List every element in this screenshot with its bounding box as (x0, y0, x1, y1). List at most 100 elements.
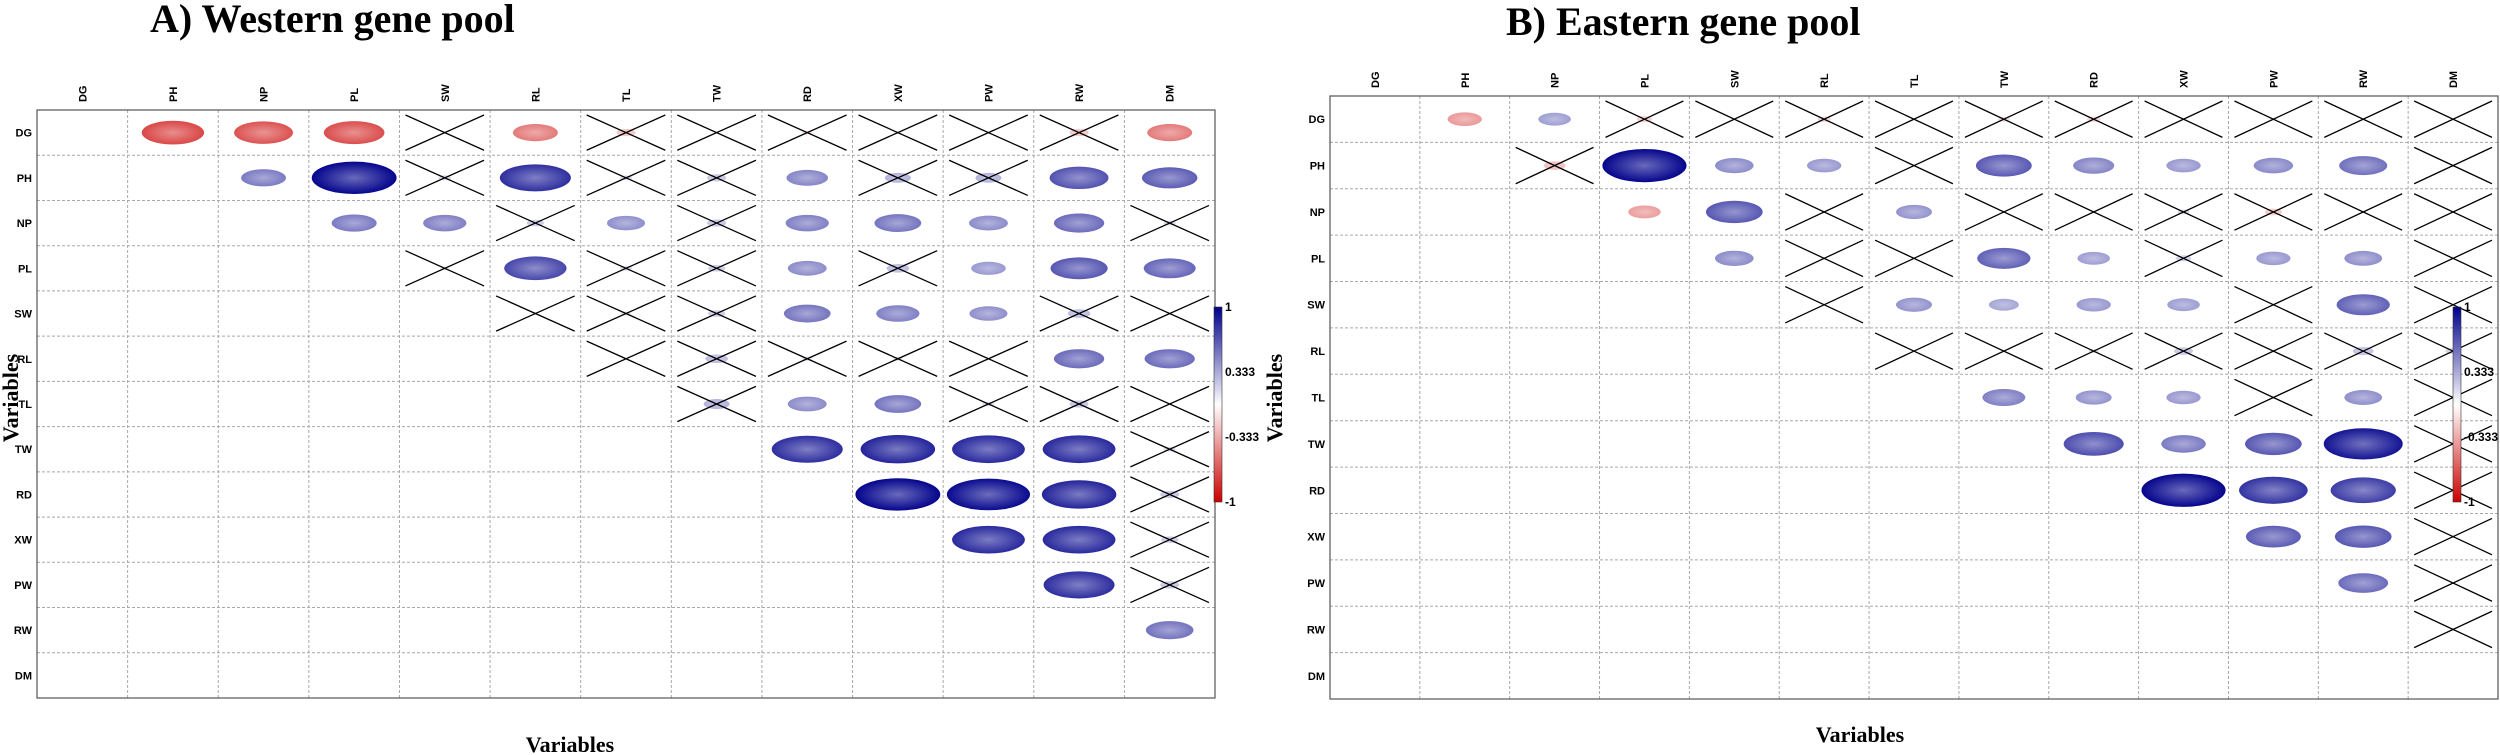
nonsignificant-cross (1130, 295, 1210, 332)
correlation-ellipse (2075, 390, 2112, 405)
nonsignificant-cross (2144, 193, 2223, 231)
correlation-ellipse (1053, 213, 1105, 233)
correlation-ellipse (2253, 157, 2294, 174)
row-label: PH (17, 173, 32, 185)
nonsignificant-cross (1130, 385, 1210, 423)
nonsignificant-cross (586, 159, 666, 197)
correlation-ellipse (2077, 251, 2111, 265)
column-label: PW (983, 84, 995, 102)
correlation-ellipse (1043, 571, 1115, 599)
column-label: PL (349, 88, 361, 102)
nonsignificant-cross (1784, 285, 1864, 324)
column-label: RD (2089, 72, 2101, 88)
nonsignificant-cross (677, 385, 757, 423)
row-label: DG (16, 128, 33, 140)
nonsignificant-cross (858, 114, 938, 151)
colorbar-tick-label: -0.333 (1225, 430, 1259, 444)
nonsignificant-cross (405, 250, 485, 287)
correlation-ellipse (785, 214, 829, 232)
nonsignificant-cross (495, 295, 575, 332)
panel-a-title: A) Western gene pool (150, 0, 515, 41)
column-label: PW (2268, 70, 2280, 88)
correlation-ellipse (2076, 297, 2111, 312)
colorbar-tick-label: -1 (2464, 495, 2475, 509)
nonsignificant-cross (1039, 385, 1119, 423)
correlation-ellipse (968, 215, 1008, 231)
nonsignificant-cross (1874, 146, 1954, 185)
row-label: NP (1310, 207, 1325, 219)
correlation-ellipse (1982, 389, 2026, 406)
column-label: PH (1460, 73, 1472, 88)
correlation-ellipse (1714, 250, 1754, 266)
column-label: DG (77, 86, 89, 103)
nonsignificant-cross (2324, 193, 2403, 231)
correlation-ellipse (2245, 525, 2301, 548)
y-axis-title: Variables (0, 353, 23, 442)
correlation-ellipse (860, 435, 936, 464)
nonsignificant-cross (2413, 239, 2493, 278)
row-label: DM (15, 670, 32, 682)
nonsignificant-cross (1784, 239, 1864, 278)
row-label: DG (1309, 114, 1326, 126)
correlation-ellipse (771, 435, 843, 463)
nonsignificant-cross (1605, 100, 1684, 138)
column-label: XW (2179, 70, 2191, 88)
nonsignificant-cross (767, 340, 847, 377)
column-label: TW (712, 84, 724, 102)
correlation-ellipse (1705, 200, 1763, 224)
nonsignificant-cross (586, 295, 666, 332)
nonsignificant-cross (677, 204, 757, 242)
nonsignificant-cross (2234, 193, 2313, 231)
correlation-ellipse (1602, 148, 1687, 183)
correlation-ellipse (423, 214, 467, 232)
nonsignificant-cross (2413, 610, 2493, 649)
column-label: SW (1729, 70, 1741, 88)
correlation-ellipse (2073, 157, 2115, 174)
correlation-ellipse (952, 435, 1025, 464)
correlation-ellipse (2344, 250, 2383, 266)
panel-b-correlogram: DG DG PH PH NP NP PL PL SW SW RL RL TL TL TW TW RD RD XW XW… (1262, 69, 2499, 747)
nonsignificant-cross (405, 159, 485, 197)
column-label: RW (2358, 69, 2370, 88)
nonsignificant-cross (2234, 378, 2313, 417)
correlation-ellipse (2167, 298, 2200, 312)
correlation-ellipse (874, 214, 922, 232)
colorbar-tick-label: 0.333 (2464, 365, 2494, 379)
nonsignificant-cross (677, 295, 757, 332)
nonsignificant-cross (2054, 193, 2133, 231)
column-label: PL (1639, 74, 1651, 88)
nonsignificant-cross (405, 114, 485, 151)
row-label: TL (19, 399, 33, 411)
correlation-ellipse (606, 215, 646, 231)
row-label: TW (1308, 439, 1326, 451)
column-label: NP (1550, 73, 1562, 88)
column-label: PH (168, 87, 180, 102)
correlation-ellipse (499, 164, 571, 192)
nonsignificant-cross (1784, 100, 1864, 138)
colorbar (1213, 306, 1223, 503)
nonsignificant-cross (1130, 566, 1210, 604)
nonsignificant-cross (1964, 193, 2044, 231)
correlation-ellipse (1714, 157, 1754, 174)
column-label: DM (2448, 71, 2460, 88)
nonsignificant-cross (1130, 431, 1210, 468)
correlation-ellipse (1538, 112, 1571, 126)
correlation-ellipse (2256, 251, 2291, 266)
column-label: DG (1370, 72, 1382, 89)
correlation-ellipse (1144, 349, 1195, 369)
correlation-ellipse (241, 169, 287, 187)
correlation-ellipse (855, 478, 941, 511)
correlation-ellipse (311, 161, 397, 195)
correlation-ellipse (787, 260, 827, 276)
row-label: SW (1307, 300, 1325, 312)
nonsignificant-cross (858, 159, 938, 197)
correlation-ellipse (2339, 156, 2388, 176)
nonsignificant-cross (948, 340, 1029, 377)
correlation-ellipse (2166, 158, 2201, 173)
correlation-ellipse (2336, 294, 2390, 316)
correlation-ellipse (2334, 525, 2392, 548)
row-label: TW (15, 444, 33, 456)
correlation-ellipse (1145, 621, 1194, 640)
correlation-ellipse (786, 169, 829, 186)
x-axis-title: Variables (1816, 722, 1905, 747)
